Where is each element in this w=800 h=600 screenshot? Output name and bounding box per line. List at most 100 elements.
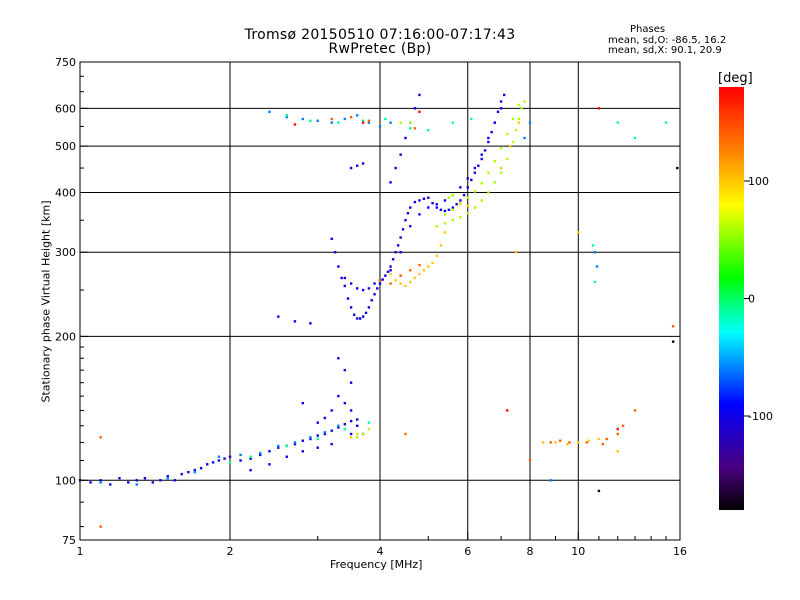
- data-point: [473, 166, 477, 170]
- data-point: [293, 441, 297, 444]
- data-point: [259, 451, 262, 455]
- y-tick-label: 100: [55, 474, 76, 487]
- data-point: [309, 436, 312, 439]
- data-point: [389, 181, 392, 184]
- data-point: [399, 153, 402, 156]
- data-point: [337, 394, 340, 398]
- x-tick-label: 8: [527, 545, 534, 558]
- data-point: [343, 284, 347, 288]
- data-point: [487, 140, 490, 144]
- data-point: [409, 269, 412, 272]
- data-point: [285, 115, 288, 119]
- data-point: [517, 117, 521, 121]
- data-point: [616, 427, 619, 431]
- data-point: [439, 244, 443, 247]
- data-point: [228, 461, 232, 464]
- data-point: [159, 479, 162, 482]
- data-point: [361, 121, 365, 124]
- data-point: [409, 206, 412, 209]
- data-point: [473, 171, 477, 174]
- data-point: [367, 421, 371, 424]
- data-point: [389, 272, 392, 276]
- data-point: [337, 265, 340, 268]
- data-point: [391, 258, 395, 261]
- data-point: [499, 107, 503, 110]
- data-point: [585, 441, 588, 444]
- data-point: [89, 481, 92, 484]
- y-tick-label: 300: [55, 246, 76, 259]
- data-point: [418, 110, 421, 114]
- data-point: [293, 123, 297, 126]
- data-point: [389, 265, 392, 268]
- data-point: [616, 432, 619, 436]
- data-point: [211, 461, 215, 464]
- data-point: [480, 199, 483, 202]
- data-point: [99, 481, 102, 484]
- data-point: [268, 110, 271, 114]
- data-point: [309, 437, 312, 441]
- data-point: [447, 208, 451, 212]
- data-point: [239, 453, 242, 457]
- data-point: [439, 208, 443, 212]
- data-point: [427, 196, 430, 199]
- data-point: [343, 368, 347, 372]
- data-point: [389, 269, 392, 272]
- data-point: [459, 199, 462, 202]
- data-point: [367, 119, 371, 123]
- data-point: [671, 340, 675, 343]
- y-tick-label: 200: [55, 330, 76, 343]
- data-point: [293, 442, 297, 446]
- data-point: [166, 477, 169, 480]
- data-point: [523, 100, 526, 103]
- data-point: [337, 121, 340, 124]
- data-point: [480, 157, 483, 161]
- data-point: [577, 231, 580, 234]
- data-point: [443, 222, 447, 225]
- data-point: [355, 432, 359, 436]
- data-point: [541, 441, 545, 444]
- data-point: [330, 237, 333, 241]
- data-point: [499, 171, 503, 174]
- data-point: [435, 206, 438, 209]
- data-point: [355, 164, 359, 167]
- data-point: [285, 444, 288, 448]
- data-point: [409, 280, 412, 284]
- data-point: [277, 444, 280, 448]
- data-point: [384, 117, 387, 121]
- data-point: [268, 463, 271, 466]
- data-point: [409, 121, 412, 124]
- data-point: [199, 466, 203, 470]
- data-point: [597, 489, 601, 493]
- data-point: [381, 278, 384, 281]
- data-point: [355, 114, 359, 117]
- data-point: [409, 225, 412, 228]
- data-point: [431, 261, 434, 265]
- data-point: [427, 265, 430, 268]
- data-point: [559, 439, 562, 442]
- data-point: [593, 280, 597, 284]
- data-point: [496, 110, 500, 114]
- data-point: [565, 442, 569, 446]
- data-point: [470, 117, 473, 121]
- phases-stats-title: Phases: [630, 24, 666, 35]
- data-point: [355, 317, 359, 320]
- chart-subtitle: RwPretec (Bp): [328, 41, 432, 57]
- data-point: [323, 431, 327, 434]
- data-point: [499, 147, 503, 150]
- data-point: [378, 125, 382, 128]
- data-point: [633, 409, 637, 412]
- colorbar-label: [deg]: [718, 71, 753, 86]
- data-point: [406, 212, 410, 215]
- data-point: [422, 269, 426, 272]
- data-point: [511, 140, 515, 144]
- x-axis-label: Frequency [MHz]: [330, 558, 423, 571]
- data-point: [323, 432, 327, 436]
- data-point: [517, 121, 521, 124]
- data-point: [493, 160, 497, 163]
- data-point: [394, 166, 397, 170]
- data-point: [337, 426, 340, 429]
- colorbar-tick-label: 0: [748, 293, 755, 306]
- y-tick-label: 600: [55, 102, 76, 115]
- y-tick-label: 500: [55, 140, 76, 153]
- data-point: [473, 190, 477, 193]
